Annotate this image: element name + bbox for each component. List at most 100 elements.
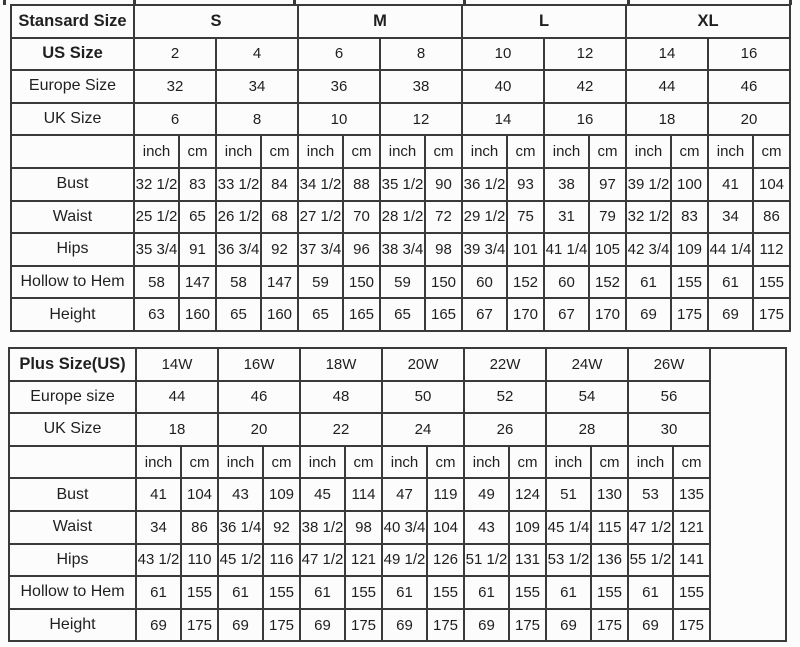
value-cell: 51 <box>545 477 592 512</box>
value-cell: 98 <box>344 509 383 545</box>
value-cell: 110 <box>180 542 219 578</box>
value-cell: cm <box>260 134 299 169</box>
table-row: Waist 34 86 36 1/4 92 38 1/2 98 40 3/4 104 43 109 4… <box>8 509 786 545</box>
value-cell: 49 1/2 <box>381 542 428 578</box>
value-cell: 28 1/2 <box>379 199 426 235</box>
value-cell: 155 <box>508 575 547 610</box>
value-cell: cm <box>588 134 627 169</box>
value-cell: 35 1/2 <box>379 166 426 202</box>
value-cell: 155 <box>670 264 709 300</box>
table-row: Height 69 175 69 175 69 175 69 175 69 175 69 175 69 17… <box>8 607 786 643</box>
value-cell: 61 <box>381 575 428 610</box>
value-cell: 46 <box>217 379 301 415</box>
value-cell: 126 <box>426 542 465 578</box>
value-cell: cm <box>670 134 709 169</box>
value-cell: 92 <box>260 232 299 267</box>
value-cell: cm <box>506 134 545 169</box>
row-label: Height <box>8 607 137 643</box>
value-cell: 16 <box>543 101 627 137</box>
value-cell: 59 <box>297 264 344 300</box>
value-cell: 69 <box>707 297 754 332</box>
value-cell: 175 <box>344 607 383 643</box>
value-cell: 88 <box>342 166 381 202</box>
row-label: Hollow to Hem <box>10 264 135 300</box>
size-group-header: 20W <box>381 347 465 382</box>
value-cell: 75 <box>506 199 545 235</box>
row-label: Hips <box>10 232 135 267</box>
value-cell: 152 <box>506 264 545 300</box>
row-label: Hips <box>8 542 137 578</box>
table-row: Hollow to Hem 58 147 58 147 59 150 59 150 60 152 60… <box>10 264 791 300</box>
value-cell: 41 1/4 <box>543 232 590 267</box>
value-cell: cm <box>342 134 381 169</box>
value-cell: 69 <box>627 607 674 643</box>
value-cell: 39 3/4 <box>461 232 508 267</box>
value-cell: 86 <box>180 509 219 545</box>
value-cell: 44 1/4 <box>707 232 754 267</box>
value-cell: 40 <box>461 69 545 104</box>
size-group-header: 16W <box>217 347 301 382</box>
value-cell: 14 <box>461 101 545 137</box>
value-cell: 160 <box>260 297 299 332</box>
value-cell: 119 <box>426 477 465 512</box>
value-cell: 18 <box>135 412 219 447</box>
value-cell: cm <box>178 134 217 169</box>
value-cell: 155 <box>262 575 301 610</box>
cutoff-tick <box>3 0 6 5</box>
row-label: Height <box>10 297 135 332</box>
row-label: UK Size <box>10 101 135 137</box>
value-cell: 38 3/4 <box>379 232 426 267</box>
value-cell: 34 1/2 <box>297 166 344 202</box>
value-cell: 104 <box>752 166 791 202</box>
value-cell: 56 <box>627 379 711 415</box>
value-cell: 47 1/2 <box>627 509 674 545</box>
row-label: Plus Size(US) <box>8 347 137 382</box>
value-cell: 96 <box>342 232 381 267</box>
value-cell: 12 <box>379 101 463 137</box>
value-cell: 38 1/2 <box>299 509 346 545</box>
value-cell: 45 1/2 <box>217 542 264 578</box>
value-cell: 55 1/2 <box>627 542 674 578</box>
row-label: Stansard Size <box>10 4 135 39</box>
value-cell: 175 <box>672 607 711 643</box>
value-cell: 59 <box>379 264 426 300</box>
row-label: UK Size <box>8 412 137 447</box>
value-cell: 100 <box>670 166 709 202</box>
value-cell: 2 <box>133 36 217 72</box>
value-cell: 104 <box>426 509 465 545</box>
plus-size-table-container: Plus Size(US) 14W 16W 18W 20W 22W 24W 26W Europe… <box>8 346 787 643</box>
table-row: Bust 41 104 43 109 45 114 47 119 49 124 51 130 53 135 <box>8 477 786 512</box>
standard-size-table-container: Stansard Size S M L XL US Size 2 4 6 8 10 12 14 16 Eur… <box>10 4 791 332</box>
value-cell: 61 <box>627 575 674 610</box>
value-cell: 69 <box>463 607 510 643</box>
value-cell: 109 <box>262 477 301 512</box>
table-row: Height 63 160 65 160 65 165 65 165 67 170 67 170 69 17… <box>10 297 791 332</box>
value-cell: inch <box>543 134 590 169</box>
value-cell: inch <box>297 134 344 169</box>
value-cell: 150 <box>342 264 381 300</box>
value-cell: 26 <box>463 412 547 447</box>
value-cell: inch <box>135 444 182 480</box>
value-cell: 131 <box>508 542 547 578</box>
value-cell: 121 <box>672 509 711 545</box>
value-cell: 61 <box>545 575 592 610</box>
value-cell: 69 <box>381 607 428 643</box>
value-cell: 65 <box>178 199 217 235</box>
value-cell: 45 1/4 <box>545 509 592 545</box>
value-cell: 63 <box>133 297 180 332</box>
value-cell: 130 <box>590 477 629 512</box>
table-row: Europe size 44 46 48 50 52 54 56 <box>8 379 786 415</box>
value-cell: 36 3/4 <box>215 232 262 267</box>
value-cell: 36 1/2 <box>461 166 508 202</box>
value-cell: cm <box>262 444 301 480</box>
value-cell: 65 <box>297 297 344 332</box>
value-cell: 91 <box>178 232 217 267</box>
value-cell: 6 <box>297 36 381 72</box>
value-cell: 61 <box>625 264 672 300</box>
value-cell: 44 <box>625 69 709 104</box>
value-cell: 69 <box>135 607 182 643</box>
value-cell: 79 <box>588 199 627 235</box>
value-cell: inch <box>461 134 508 169</box>
value-cell: 38 <box>379 69 463 104</box>
row-label: Bust <box>8 477 137 512</box>
